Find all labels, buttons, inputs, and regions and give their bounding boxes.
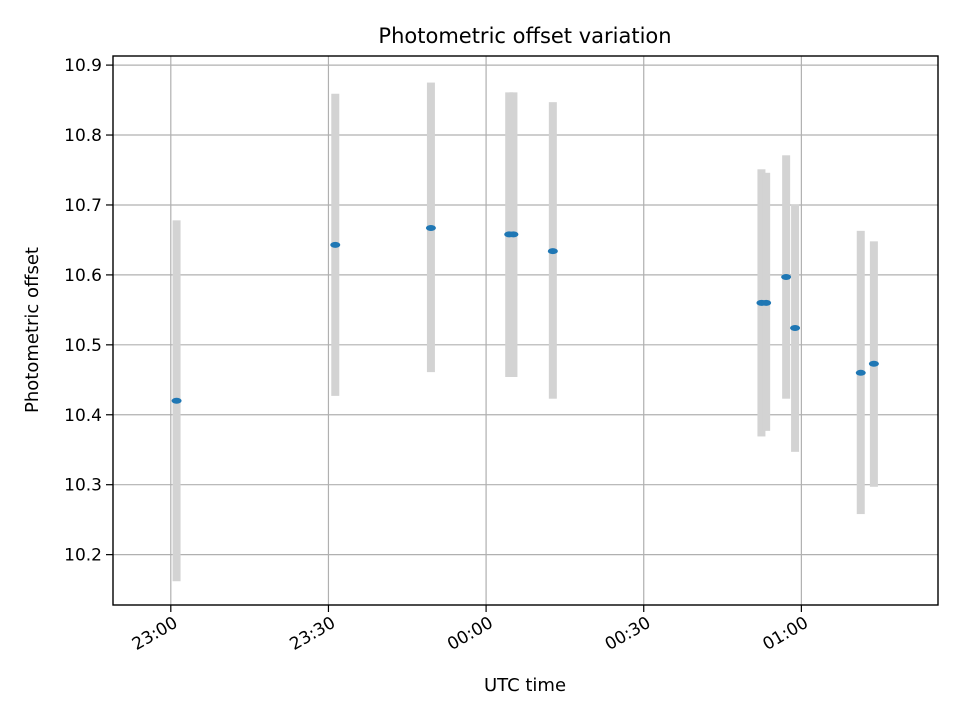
y-tick-label: 10.8: [64, 126, 102, 146]
data-point: [781, 273, 792, 280]
y-tick-label: 10.7: [64, 196, 102, 216]
data-point: [547, 248, 558, 255]
data-point: [790, 325, 801, 332]
data-point: [868, 360, 879, 367]
plot-frame: [112, 55, 939, 606]
y-tick-label: 10.2: [64, 546, 102, 566]
data-point: [508, 231, 519, 238]
data-point: [330, 241, 341, 248]
x-axis-label: UTC time: [484, 675, 566, 696]
data-point: [425, 225, 436, 232]
data-point: [855, 369, 866, 376]
y-axis-ticks: 10.2 10.3 10.4 10.5 10.6 10.7 10.8 10.9: [64, 56, 113, 566]
data-point: [171, 397, 182, 404]
plot-area-background: [113, 56, 938, 605]
data-point: [761, 299, 772, 306]
y-tick-label: 10.4: [64, 406, 102, 426]
data-points: [171, 225, 879, 404]
y-axis-label: Photometric offset: [22, 247, 43, 413]
chart-title: Photometric offset variation: [378, 24, 671, 48]
y-tick-label: 10.3: [64, 476, 102, 496]
y-tick-label: 10.9: [64, 56, 102, 76]
grid: [113, 56, 938, 605]
y-tick-label: 10.6: [64, 266, 102, 286]
y-tick-label: 10.5: [64, 336, 102, 356]
